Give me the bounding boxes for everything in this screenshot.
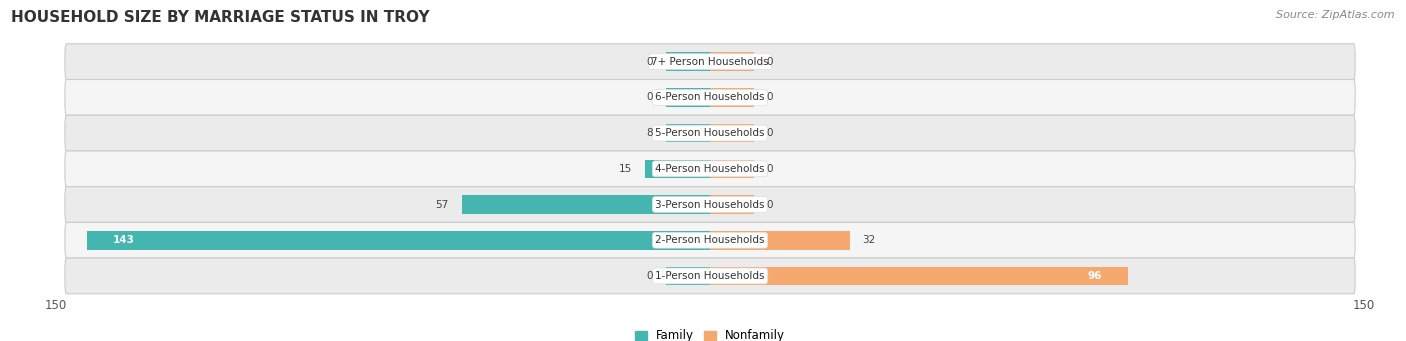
- Bar: [461, 195, 710, 214]
- Bar: [710, 160, 754, 178]
- Bar: [666, 267, 710, 285]
- Text: 0: 0: [647, 271, 654, 281]
- Bar: [710, 53, 754, 71]
- Text: 0: 0: [766, 164, 773, 174]
- Text: 0: 0: [766, 92, 773, 102]
- Text: 6-Person Households: 6-Person Households: [655, 92, 765, 102]
- Text: 15: 15: [619, 164, 631, 174]
- Text: 143: 143: [112, 235, 135, 245]
- Text: 0: 0: [766, 128, 773, 138]
- Text: 0: 0: [647, 92, 654, 102]
- Bar: [710, 124, 754, 142]
- Text: 7+ Person Households: 7+ Person Households: [651, 57, 769, 66]
- Bar: [710, 195, 754, 214]
- Text: 8: 8: [647, 128, 654, 138]
- Text: 2-Person Households: 2-Person Households: [655, 235, 765, 245]
- Text: 5-Person Households: 5-Person Households: [655, 128, 765, 138]
- FancyBboxPatch shape: [65, 258, 1355, 294]
- FancyBboxPatch shape: [65, 79, 1355, 115]
- Bar: [710, 267, 1129, 285]
- Text: HOUSEHOLD SIZE BY MARRIAGE STATUS IN TROY: HOUSEHOLD SIZE BY MARRIAGE STATUS IN TRO…: [11, 10, 430, 25]
- Text: 0: 0: [766, 57, 773, 66]
- Bar: [644, 160, 710, 178]
- Text: 1-Person Households: 1-Person Households: [655, 271, 765, 281]
- Text: Source: ZipAtlas.com: Source: ZipAtlas.com: [1277, 10, 1395, 20]
- Text: 0: 0: [647, 57, 654, 66]
- Text: 32: 32: [862, 235, 876, 245]
- FancyBboxPatch shape: [65, 187, 1355, 222]
- Bar: [87, 231, 710, 250]
- Bar: [710, 88, 754, 107]
- Bar: [666, 53, 710, 71]
- Legend: Family, Nonfamily: Family, Nonfamily: [630, 325, 790, 341]
- Bar: [710, 231, 849, 250]
- FancyBboxPatch shape: [65, 44, 1355, 79]
- Text: 96: 96: [1088, 271, 1102, 281]
- FancyBboxPatch shape: [65, 115, 1355, 151]
- Text: 3-Person Households: 3-Person Households: [655, 199, 765, 209]
- Bar: [666, 88, 710, 107]
- Text: 4-Person Households: 4-Person Households: [655, 164, 765, 174]
- FancyBboxPatch shape: [65, 222, 1355, 258]
- Bar: [666, 124, 710, 142]
- Text: 0: 0: [766, 199, 773, 209]
- FancyBboxPatch shape: [65, 151, 1355, 187]
- Text: 57: 57: [436, 199, 449, 209]
